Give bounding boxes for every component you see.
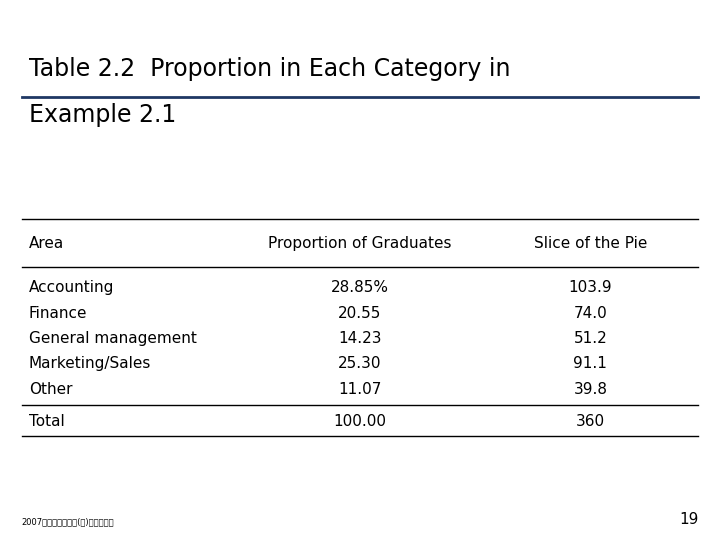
Text: 74.0: 74.0 [574, 306, 607, 321]
Text: 20.55: 20.55 [338, 306, 382, 321]
Text: Finance: Finance [29, 306, 87, 321]
Text: 19: 19 [679, 511, 698, 526]
Text: General management: General management [29, 331, 197, 346]
Text: 14.23: 14.23 [338, 331, 382, 346]
Text: 11.07: 11.07 [338, 382, 382, 397]
Text: Table 2.2  Proportion in Each Category in: Table 2.2 Proportion in Each Category in [29, 57, 510, 80]
Text: 39.8: 39.8 [573, 382, 608, 397]
Text: 91.1: 91.1 [573, 356, 608, 372]
Text: Proportion of Graduates: Proportion of Graduates [269, 235, 451, 251]
Text: Area: Area [29, 235, 64, 251]
Text: 2007會計資訊系統學(一)上課投影片: 2007會計資訊系統學(一)上課投影片 [22, 517, 114, 526]
Text: Example 2.1: Example 2.1 [29, 103, 176, 126]
Text: Slice of the Pie: Slice of the Pie [534, 235, 647, 251]
Text: Marketing/Sales: Marketing/Sales [29, 356, 151, 372]
Text: Other: Other [29, 382, 72, 397]
Text: 25.30: 25.30 [338, 356, 382, 372]
Text: 100.00: 100.00 [333, 414, 387, 429]
Text: 28.85%: 28.85% [331, 280, 389, 295]
Text: 103.9: 103.9 [569, 280, 612, 295]
Text: 51.2: 51.2 [574, 331, 607, 346]
Text: Total: Total [29, 414, 65, 429]
Text: Accounting: Accounting [29, 280, 114, 295]
Text: 360: 360 [576, 414, 605, 429]
